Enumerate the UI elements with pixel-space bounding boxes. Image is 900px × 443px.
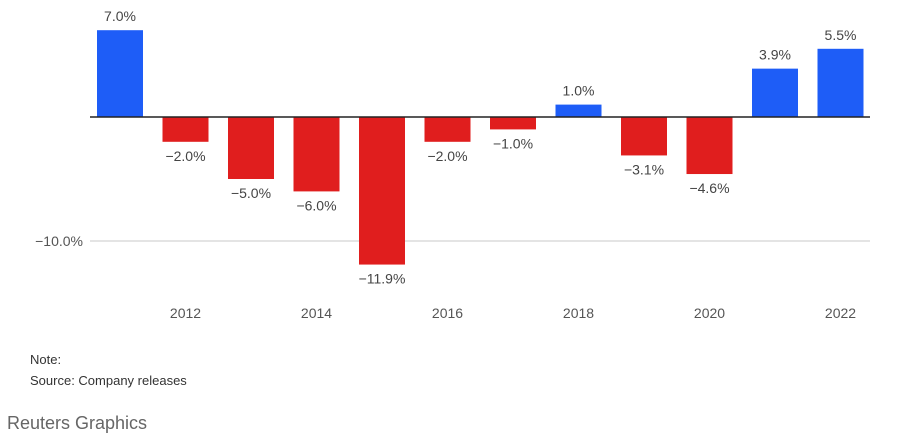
bar-2019 [621, 117, 667, 156]
bar-2013 [228, 117, 274, 179]
chart-note: Note: [30, 352, 62, 367]
value-label-2011: 7.0% [104, 8, 136, 24]
value-label-2019: −3.1% [624, 161, 664, 177]
bar-2021 [752, 68, 798, 117]
brand-credit: Reuters Graphics [7, 413, 148, 433]
bar-2022 [817, 48, 864, 117]
x-tick-label-2022: 2022 [825, 305, 856, 321]
x-tick-label-2016: 2016 [432, 305, 463, 321]
chart-source: Source: Company releases [30, 373, 187, 388]
value-label-2012: −2.0% [165, 148, 205, 164]
x-tick-label-2012: 2012 [170, 305, 201, 321]
value-label-2014: −6.0% [296, 197, 336, 213]
bar-2017 [490, 117, 536, 130]
value-label-2022: 5.5% [825, 27, 857, 43]
bar-2020 [686, 117, 733, 175]
bar-2015 [359, 117, 405, 265]
value-label-2015: −11.9% [359, 271, 406, 287]
x-tick-label-2018: 2018 [563, 305, 594, 321]
value-label-2016: −2.0% [427, 148, 467, 164]
bar-2014 [293, 117, 340, 192]
bar-2012 [162, 117, 209, 142]
value-label-2013: −5.0% [231, 185, 271, 201]
y-tick-label: −10.0% [35, 233, 83, 249]
value-label-2018: 1.0% [563, 83, 595, 99]
value-label-2020: −4.6% [689, 180, 729, 196]
bar-2016 [424, 117, 471, 142]
bar-2018 [555, 104, 602, 117]
bar-2011 [97, 30, 143, 118]
x-tick-label-2020: 2020 [694, 305, 725, 321]
value-label-2017: −1.0% [493, 135, 533, 151]
value-label-2021: 3.9% [759, 47, 791, 63]
bar-chart: 7.0% −2.0% −5.0% −6.0% −11.9% −2.0% −1.0% 1.0% −… [35, 8, 870, 321]
x-tick-label-2014: 2014 [301, 305, 332, 321]
